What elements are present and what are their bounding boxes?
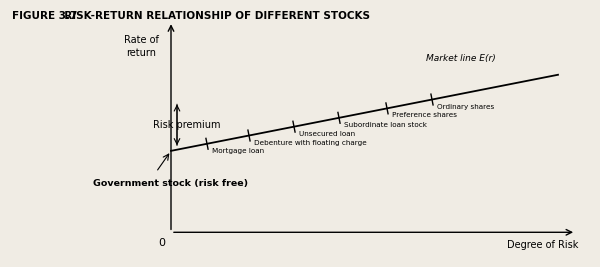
Text: 0: 0 [158, 238, 165, 248]
Text: FIGURE 3.7: FIGURE 3.7 [12, 11, 77, 21]
Text: Rate of
return: Rate of return [124, 35, 158, 58]
Text: Unsecured loan: Unsecured loan [299, 131, 355, 137]
Text: Debenture with floating charge: Debenture with floating charge [254, 140, 367, 146]
Text: RISK-RETURN RELATIONSHIP OF DIFFERENT STOCKS: RISK-RETURN RELATIONSHIP OF DIFFERENT ST… [57, 11, 370, 21]
Text: Mortgage loan: Mortgage loan [212, 148, 264, 154]
Text: Market line E(r): Market line E(r) [426, 54, 496, 63]
Text: Subordinate loan stock: Subordinate loan stock [344, 122, 427, 128]
Text: Ordinary shares: Ordinary shares [437, 104, 494, 109]
Text: Degree of Risk: Degree of Risk [507, 240, 578, 250]
Text: Preference shares: Preference shares [392, 112, 457, 118]
Text: Risk premium: Risk premium [153, 120, 221, 130]
Text: Government stock (risk free): Government stock (risk free) [93, 179, 248, 188]
